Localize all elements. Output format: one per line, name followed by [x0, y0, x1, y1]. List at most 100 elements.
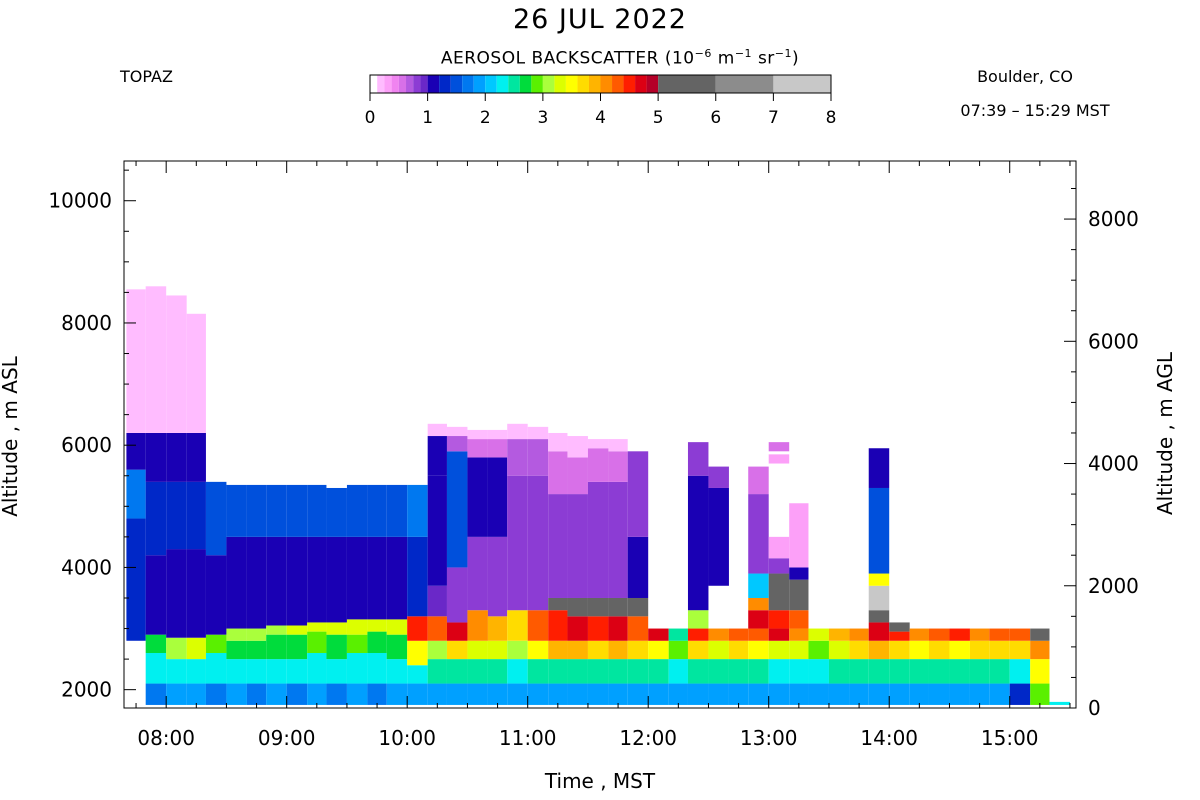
heatmap-cell-14-5 — [407, 484, 428, 537]
heatmap-cell-24-5 — [608, 481, 628, 598]
heatmap-cell-22-0 — [567, 683, 588, 705]
heatmap-cell-0-3 — [126, 289, 146, 433]
heatmap-cell-32-0 — [768, 683, 790, 705]
heatmap-cell-23-5 — [587, 481, 609, 598]
heatmap-cell-37-1 — [868, 659, 890, 684]
heatmap-cell-14-0 — [407, 683, 428, 705]
heatmap-cell-25-2 — [627, 640, 649, 660]
y-right-tick-label: 8000 — [1088, 207, 1139, 231]
heatmap-cell-14-4 — [407, 536, 428, 617]
colorbar-title-unit-m: m — [711, 48, 735, 69]
heatmap-cell-36-3 — [849, 628, 869, 641]
heatmap-cell-17-2 — [467, 640, 488, 660]
heatmap-cell-32-1 — [768, 659, 790, 684]
heatmap-cell-33-4 — [789, 610, 809, 629]
heatmap-cell-41-0 — [949, 683, 970, 705]
heatmap-cell-20-2 — [527, 640, 549, 660]
heatmap-cell-20-0 — [527, 683, 549, 705]
heatmap-cell-11-3 — [346, 619, 368, 635]
heatmap-cell-43-0 — [989, 683, 1010, 705]
heatmap-cell-20-5 — [527, 439, 549, 476]
location-label: Boulder, CO — [977, 67, 1073, 86]
y-axis-right: 0 2000 4000 6000 8000 — [1064, 188, 1139, 720]
heatmap-cell-21-6 — [548, 451, 568, 495]
heatmap-cell-8-2 — [286, 634, 308, 660]
colorbar-cell-8 — [427, 75, 440, 93]
heatmap-cell-24-6 — [608, 451, 628, 482]
colorbar-cell-27 — [646, 75, 659, 93]
colorbar-tick-label: 0 — [365, 108, 376, 128]
heatmap-cell-4-1 — [205, 652, 227, 684]
heatmap-area — [126, 286, 1070, 705]
heatmap-cell-16-4 — [446, 567, 468, 623]
heatmap-cell-18-5 — [487, 457, 508, 537]
colorbar-tick-label: 8 — [826, 108, 837, 128]
colorbar-title-exp2: −1 — [734, 47, 753, 60]
heatmap-cell-25-0 — [627, 683, 649, 705]
heatmap-cell-31-8 — [748, 466, 769, 495]
heatmap-cell-32-2 — [768, 640, 790, 660]
heatmap-cell-33-5 — [789, 579, 809, 611]
heatmap-cell-11-4 — [346, 536, 368, 620]
heatmap-cell-16-1 — [446, 659, 468, 684]
heatmap-cell-28-2 — [687, 640, 709, 660]
heatmap-cell-34-2 — [808, 640, 829, 660]
y-axis-label-left: Altitude , m ASL — [0, 355, 22, 516]
colorbar-title-unit-sr: sr — [752, 48, 775, 69]
colorbar-tick-label: 3 — [537, 108, 548, 128]
heatmap-cell-12-0 — [367, 683, 387, 705]
heatmap-cell-22-5 — [567, 494, 588, 598]
heatmap-cell-23-0 — [587, 683, 609, 705]
colorbar-cell-5 — [406, 75, 414, 93]
colorbar-cell-15 — [508, 75, 520, 93]
chart-title: 26 JUL 2022 — [512, 4, 687, 35]
heatmap-cell-16-0 — [446, 683, 468, 705]
heatmap-cell-1-1 — [145, 652, 167, 684]
y-axis-left: 2000 4000 6000 8000 10000 — [48, 169, 136, 702]
colorbar-tick-label: 5 — [653, 108, 664, 128]
heatmap-cell-29-0 — [708, 683, 729, 705]
y-left-tick-label: 8000 — [61, 311, 112, 335]
colorbar-title-close: ) — [792, 48, 800, 69]
colorbar-cell-20 — [565, 75, 578, 93]
heatmap-cell-23-6 — [587, 448, 609, 482]
heatmap-cell-0-1 — [126, 469, 146, 519]
heatmap-cell-38-3 — [889, 631, 910, 641]
colorbar-cell-1 — [377, 75, 385, 93]
heatmap-cell-44-3 — [1009, 628, 1031, 641]
heatmap-cell-8-0 — [286, 683, 308, 705]
heatmap-cell-9-2 — [307, 631, 327, 653]
heatmap-cell-26-3 — [648, 628, 669, 641]
colorbar — [369, 74, 832, 94]
colorbar-tick-label: 1 — [422, 108, 433, 128]
heatmap-cell-37-8 — [868, 448, 890, 488]
heatmap-cell-3-2 — [186, 637, 206, 660]
x-axis: 08:00 09:00 10:00 11:00 12:00 13:00 14:00 15:00 — [135, 161, 1071, 750]
heatmap-cell-9-5 — [307, 484, 327, 537]
heatmap-cell-20-4 — [527, 475, 549, 611]
heatmap-cell-1-2 — [145, 634, 167, 653]
heatmap-cell-32-4 — [768, 610, 790, 629]
heatmap-cell-21-0 — [548, 683, 568, 705]
y-left-tick-label: 4000 — [61, 555, 112, 579]
heatmap-cell-43-1 — [989, 659, 1010, 684]
heatmap-cell-7-4 — [266, 536, 287, 626]
heatmap-cell-6-2 — [246, 640, 267, 660]
heatmap-cell-38-2 — [889, 640, 910, 660]
heatmap-cell-8-1 — [286, 659, 308, 684]
heatmap-cell-36-0 — [849, 683, 869, 705]
heatmap-cell-32-9 — [768, 442, 790, 452]
colorbar-title-exp1: −6 — [694, 47, 712, 60]
heatmap-cell-31-5 — [748, 597, 769, 611]
heatmap-cell-15-3 — [427, 616, 447, 641]
heatmap-cell-45-1 — [1030, 659, 1050, 684]
colorbar-cell-10 — [450, 75, 463, 93]
heatmap-cell-32-7 — [768, 536, 790, 559]
heatmap-cell-27-0 — [668, 683, 688, 705]
heatmap-cell-1-5 — [145, 432, 167, 482]
colorbar-cell-19 — [554, 75, 566, 93]
heatmap-cell-6-4 — [246, 536, 267, 629]
heatmap-cell-21-7 — [548, 432, 568, 452]
heatmap-cell-17-7 — [467, 429, 488, 440]
heatmap-cell-7-5 — [266, 484, 287, 537]
